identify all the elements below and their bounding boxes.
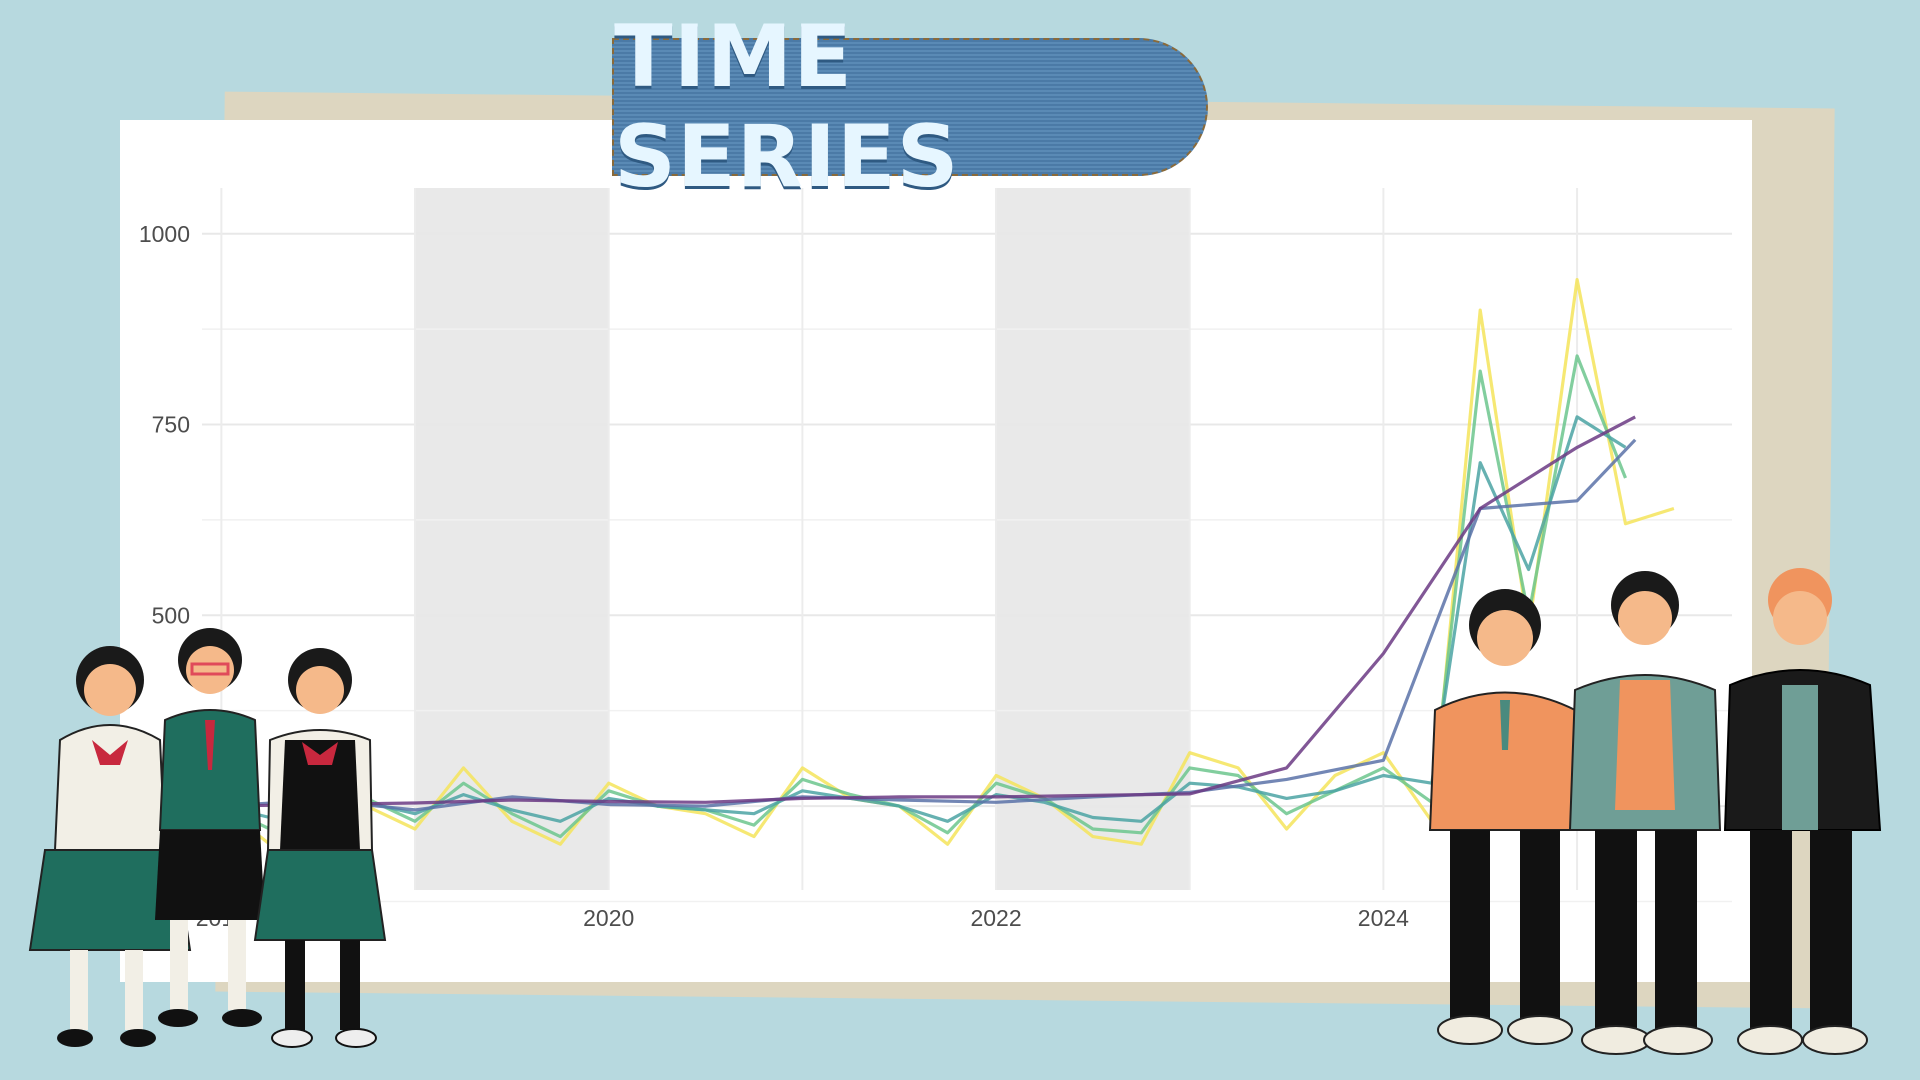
girl-middle-figure	[155, 628, 265, 1027]
series-line-3	[221, 415, 1627, 823]
girl-right-figure	[253, 648, 387, 1048]
y-tick-label: 750	[152, 412, 190, 438]
shaded-period-1	[996, 188, 1190, 890]
series-line-5	[221, 415, 1636, 808]
series-line-2	[220, 354, 1627, 839]
boy-teal-jacket-figure	[1568, 571, 1722, 1055]
chart-title: TIME SERIES	[614, 7, 960, 207]
boy-orange-cardigan-figure	[1428, 589, 1582, 1045]
series-line-4	[221, 438, 1637, 812]
title-banner: TIME SERIES	[612, 7, 1208, 207]
x-tick-label: 2024	[1358, 905, 1409, 931]
x-tick-label: 2020	[583, 905, 634, 931]
y-tick-label: 1000	[139, 221, 190, 247]
chart-card: 2505007501000 2018202020222024	[120, 120, 1752, 982]
x-tick-label: 2022	[970, 905, 1021, 931]
girl-left-figure	[28, 646, 192, 1047]
boys-illustration	[1428, 568, 1882, 1055]
y-tick-label: 500	[152, 602, 190, 628]
girls-illustration	[28, 628, 387, 1048]
shaded-period-0	[415, 188, 609, 890]
boy-black-uniform-figure	[1723, 568, 1882, 1055]
